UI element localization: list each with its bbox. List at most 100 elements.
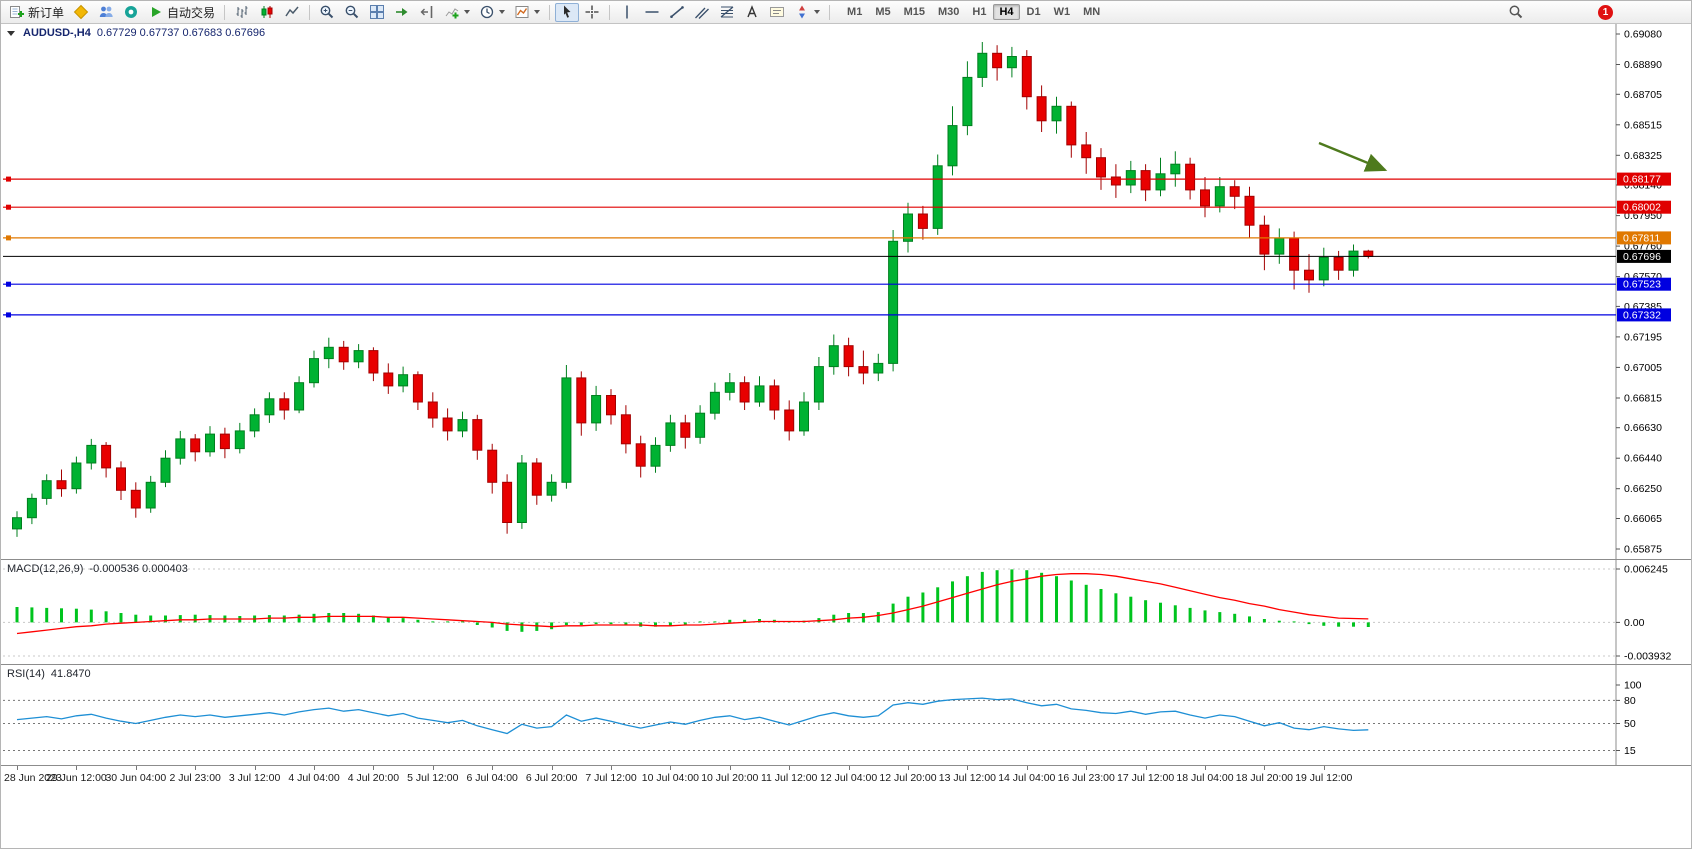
time-axis-label: 4 Jul 04:00 <box>288 772 340 784</box>
svg-text:0.67005: 0.67005 <box>1624 362 1662 374</box>
time-axis-label: 2 Jul 23:00 <box>169 772 221 784</box>
time-axis-label: 11 Jul 12:00 <box>760 772 818 784</box>
horizontal-line-button[interactable] <box>640 3 664 22</box>
fibonacci-button[interactable] <box>715 3 739 22</box>
time-axis-label: 3 Jul 12:00 <box>228 772 281 784</box>
new-order-button[interactable]: 新订单 <box>5 3 68 22</box>
svg-text:0.66250: 0.66250 <box>1624 483 1662 495</box>
one-click-trading-icon[interactable] <box>7 30 15 36</box>
svg-text:50: 50 <box>1624 718 1636 730</box>
ohlc-values: 0.67729 0.67737 0.67683 0.67696 <box>96 27 266 39</box>
trendline-button[interactable] <box>665 3 689 22</box>
time-tick <box>76 766 78 770</box>
search-button[interactable] <box>1504 3 1528 22</box>
new-order-icon <box>10 6 24 18</box>
timeframe-m1-button[interactable]: M1 <box>847 6 863 18</box>
svg-text:0.68890: 0.68890 <box>1624 59 1662 71</box>
crosshair-button[interactable] <box>580 3 604 22</box>
timeframe-m5-button[interactable]: M5 <box>875 6 891 18</box>
timeframe-w1-button[interactable]: W1 <box>1053 6 1071 18</box>
line-chart-button[interactable] <box>280 3 304 22</box>
horizontal-line-icon <box>645 11 659 13</box>
timeframe-h1-button[interactable]: H1 <box>972 6 987 18</box>
chart-shift-icon <box>420 6 433 18</box>
cursor-icon <box>564 5 571 18</box>
svg-text:0.67195: 0.67195 <box>1624 331 1662 343</box>
svg-text:0.00: 0.00 <box>1624 617 1645 629</box>
bar-chart-button[interactable] <box>230 3 254 22</box>
tile-windows-icon <box>370 5 385 19</box>
arrows-shapes-button[interactable] <box>790 3 824 22</box>
timeframe-group: M1 M5 M15 M30 H1 H4 D1 W1 MN <box>841 4 1106 20</box>
time-axis-label: 4 Jul 20:00 <box>347 772 400 784</box>
time-axis-label: 6 Jul 20:00 <box>525 772 578 784</box>
indicators-button[interactable] <box>440 3 474 22</box>
macd-title: MACD(12,26,9) <box>7 563 84 575</box>
periods-button[interactable] <box>475 3 509 22</box>
text-button[interactable] <box>740 3 764 22</box>
time-axis-label: 18 Jul 04:00 <box>1176 772 1234 784</box>
clock-icon <box>480 5 494 19</box>
svg-text:0.006245: 0.006245 <box>1624 564 1668 576</box>
rsi-label: RSI(14) 41.8470 <box>7 668 91 680</box>
zoom-in-button[interactable] <box>315 3 339 22</box>
dropdown-caret-icon <box>814 10 821 14</box>
macd-panel: 0.006245 0.00 -0.003932 MACD(12,26,9) -0.0… <box>1 560 1692 665</box>
svg-text:0.67811: 0.67811 <box>1623 232 1660 244</box>
time-tick <box>432 766 434 770</box>
time-axis[interactable]: 28 Jun 2023 29 Jun 12:00 30 Jun 04:00 2 Jul… <box>1 766 1691 788</box>
toolbar-separator <box>829 4 831 20</box>
timeframe-m30-button[interactable]: M30 <box>938 6 960 18</box>
time-tick <box>135 766 137 770</box>
auto-trading-icon <box>152 7 162 17</box>
templates-button[interactable] <box>510 3 544 22</box>
auto-trading-button[interactable]: 自动交易 <box>144 3 219 22</box>
trendline-icon <box>670 6 684 18</box>
zoom-out-button[interactable] <box>340 3 364 22</box>
auto-trading-label: 自动交易 <box>167 5 216 20</box>
svg-text:0.67696: 0.67696 <box>1623 251 1661 263</box>
timeframe-mn-button[interactable]: MN <box>1083 6 1101 18</box>
market-button[interactable] <box>119 3 143 22</box>
timeframe-d1-button[interactable]: D1 <box>1026 6 1041 18</box>
svg-text:15: 15 <box>1624 745 1636 757</box>
rsi-chart[interactable]: 100 80 50 15 <box>1 665 1692 765</box>
svg-text:0.68177: 0.68177 <box>1623 174 1661 186</box>
chart-shift-button[interactable] <box>415 3 439 22</box>
main-chart-panel: 0.69080 0.68890 0.68705 0.68515 0.68325 0.681… <box>1 24 1692 560</box>
toolbar-separator <box>309 4 311 20</box>
time-tick <box>729 766 731 770</box>
cursor-button[interactable] <box>555 2 580 22</box>
candlestick-chart-button[interactable] <box>255 3 279 22</box>
timeframe-h4-button[interactable]: H4 <box>993 4 1020 20</box>
profiles-icon <box>99 6 113 17</box>
fibonacci-icon <box>720 6 734 18</box>
profiles-button[interactable] <box>94 3 118 22</box>
time-tick <box>908 766 909 770</box>
dropdown-caret-icon <box>499 10 506 14</box>
time-tick <box>1086 766 1088 770</box>
tile-windows-button[interactable] <box>365 3 389 22</box>
macd-chart[interactable]: 0.006245 0.00 -0.003932 <box>1 560 1692 664</box>
price-chart[interactable]: 0.69080 0.68890 0.68705 0.68515 0.68325 0.681… <box>1 24 1692 559</box>
text-icon <box>747 5 757 18</box>
channel-button[interactable] <box>690 3 714 22</box>
time-tick <box>1323 766 1325 770</box>
text-label-button[interactable] <box>765 3 789 22</box>
vertical-line-button[interactable] <box>615 3 639 22</box>
time-axis-label: 16 Jul 23:00 <box>1057 772 1115 784</box>
svg-text:0.65875: 0.65875 <box>1624 544 1662 556</box>
time-axis-label: 6 Jul 04:00 <box>466 772 518 784</box>
channel-icon <box>695 7 709 19</box>
time-axis-label: 12 Jul 20:00 <box>879 772 937 784</box>
auto-scroll-button[interactable] <box>390 3 414 22</box>
svg-text:-0.003932: -0.003932 <box>1624 651 1671 663</box>
notification-badge[interactable]: 1 <box>1598 4 1613 20</box>
line-chart-icon <box>285 6 299 17</box>
timeframe-m15-button[interactable]: M15 <box>903 6 925 18</box>
market-icon <box>125 6 138 18</box>
metaquotes-button[interactable] <box>69 3 93 22</box>
svg-text:80: 80 <box>1624 695 1636 707</box>
svg-text:0.69080: 0.69080 <box>1624 29 1662 41</box>
